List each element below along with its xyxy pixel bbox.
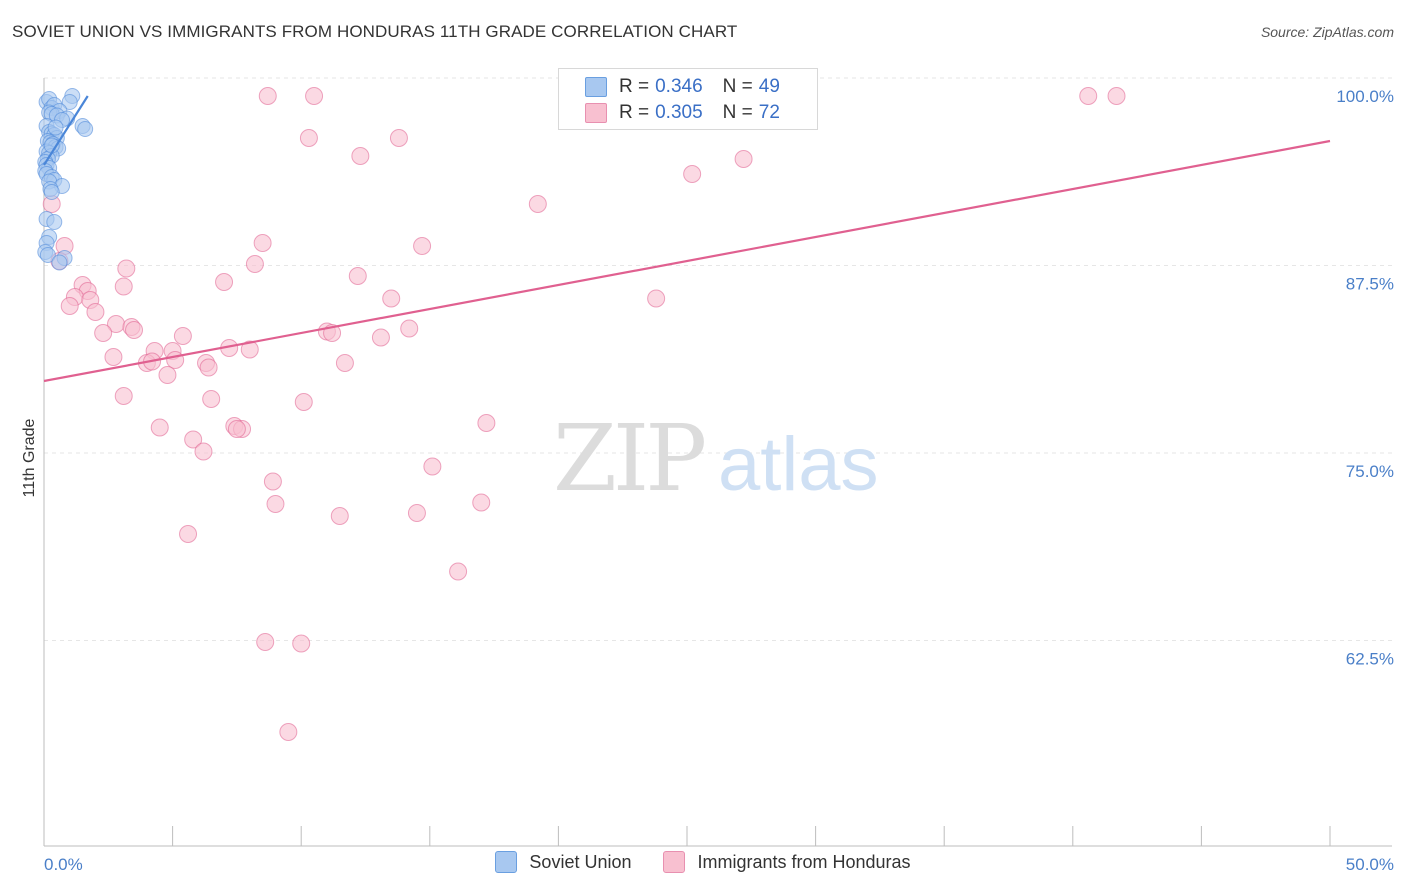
data-point [1079,87,1098,105]
data-point [266,495,285,513]
data-point [184,430,203,449]
legend-row-soviet: R = 0.346 N = 49 [585,74,780,100]
data-point [423,457,442,476]
y-axis-label: 11th Grade [21,418,38,497]
watermark: ZIP atlas [553,405,879,512]
legend-swatch-honduras [585,103,607,123]
data-point [43,184,60,200]
data-point [305,87,324,105]
data-point [227,420,246,438]
stats-legend: R = 0.346 N = 49 R = 0.305 N = 72 [558,68,818,130]
data-point [117,259,136,278]
data-point [389,129,408,147]
legend-r-label: R = [619,102,650,123]
data-point [125,321,144,339]
data-point [61,94,78,110]
data-point [173,327,192,345]
data-point [77,121,94,137]
data-point [179,525,198,543]
data-point [647,289,666,308]
legend-n-value: 49 [758,76,780,97]
y-tick-label: 62.5% [1346,650,1394,669]
data-point [263,472,282,491]
legend-r-value: 0.305 [655,102,703,123]
data-point [299,129,318,147]
legend-item-swatch-soviet [495,851,518,873]
data-point [683,165,702,183]
legend-row-honduras: R = 0.305 N = 72 [585,100,780,126]
data-point [39,247,56,263]
data-point [202,390,221,408]
data-point [253,234,272,252]
data-point [194,442,213,461]
data-point [528,195,547,213]
series-legend: Soviet Union Immigrants from Honduras [0,851,1406,873]
data-point [150,418,169,437]
data-point [734,150,753,168]
grid-lines [44,77,1392,641]
data-point [46,214,63,230]
data-point [60,297,79,315]
data-point [104,348,123,366]
data-point [114,277,133,296]
data-point [472,493,491,512]
legend-item-label-honduras: Immigrants from Honduras [697,851,911,872]
chart-source: Source: ZipAtlas.com [1260,24,1394,40]
y-tick-label: 100.0% [1336,87,1394,106]
data-point [335,354,354,372]
data-point [114,387,133,405]
data-point [256,633,275,651]
legend-n-label: N = [722,76,753,97]
legend-item-swatch-honduras [663,851,686,873]
legend-item-soviet[interactable]: Soviet Union [495,851,631,873]
data-point [292,634,311,653]
legend-item-label-soviet: Soviet Union [529,851,632,872]
data-point [51,254,68,271]
trend-lines [43,95,1331,383]
y-tick-label: 87.5% [1346,275,1394,294]
x-tick-label-max: 50.0% [1346,855,1394,874]
data-point [279,723,298,741]
data-point [94,324,113,342]
data-point [351,147,370,165]
legend-n-label: N = [722,102,753,123]
data-point [215,273,234,291]
y-tick-label: 75.0% [1346,462,1394,481]
trend-line-soviet [43,95,89,166]
data-point [449,562,468,581]
data-point [47,119,64,136]
data-point [294,393,313,411]
data-point [1107,87,1126,105]
data-point [400,319,419,338]
legend-n-value: 72 [758,102,780,123]
x-axis-ticks [43,826,1331,846]
legend-item-honduras[interactable]: Immigrants from Honduras [663,851,911,873]
data-point [86,303,105,321]
data-point [407,504,426,522]
data-point [245,255,264,273]
watermark-atlas: atlas [718,422,879,507]
data-point [258,87,277,105]
data-point [240,340,259,359]
data-point [382,289,401,308]
y-axis-tick-labels: 100.0% 87.5% 75.0% 62.5% [1336,87,1394,669]
data-point [477,414,496,432]
legend-r-label: R = [619,76,650,97]
x-tick-label-min: 0.0% [44,855,83,874]
data-point [371,328,390,347]
data-point [158,366,177,384]
data-point [413,237,432,255]
legend-r-value: 0.346 [655,76,703,97]
watermark-zip: ZIP [553,405,704,512]
legend-swatch-soviet [585,77,607,97]
data-point [348,267,367,285]
trend-line-honduras [43,139,1331,383]
data-point [199,358,218,377]
data-point [330,507,349,525]
chart-title: SOVIET UNION VS IMMIGRANTS FROM HONDURAS… [12,22,738,41]
data-point [166,351,185,369]
honduras-points [42,87,1126,741]
